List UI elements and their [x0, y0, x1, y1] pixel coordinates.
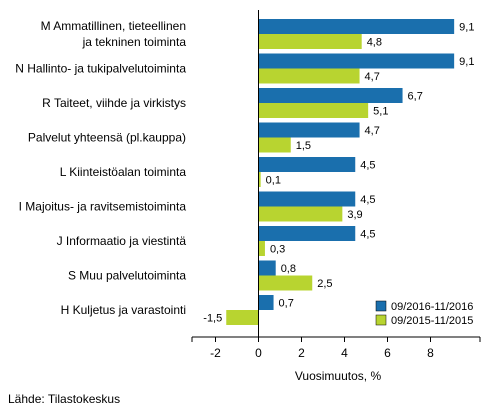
category-label: R Taiteet, viihde ja virkistys — [42, 96, 186, 110]
bar — [258, 137, 291, 153]
bar — [258, 88, 403, 103]
value-label: 0,1 — [266, 175, 281, 187]
bar — [226, 310, 259, 325]
value-label: 4,8 — [367, 37, 382, 49]
legend: 09/2016-11/2016 09/2015-11/2015 — [375, 300, 473, 327]
bar — [258, 226, 356, 241]
value-label: 1,5 — [296, 140, 311, 152]
bars — [226, 19, 455, 325]
value-label: 4,5 — [360, 160, 375, 172]
category-label: N Hallinto- ja tukipalvelutoiminta — [15, 62, 186, 76]
bar — [258, 260, 276, 276]
bar — [258, 206, 343, 222]
value-label: 0,3 — [270, 244, 285, 256]
value-label: 9,1 — [459, 56, 474, 68]
legend-swatch — [375, 314, 387, 326]
bar — [258, 53, 455, 69]
value-label: 5,1 — [373, 106, 388, 118]
value-label: 2,5 — [317, 278, 332, 290]
value-label: 4,7 — [365, 71, 380, 83]
bar — [258, 34, 362, 49]
value-label: 0,8 — [281, 263, 296, 275]
bar — [258, 241, 265, 256]
category-label: I Majoitus- ja ravitsemistoiminta — [19, 200, 187, 214]
x-axis-title: Vuosimuutos, % — [295, 369, 382, 383]
legend-label: 09/2016-11/2016 — [391, 301, 473, 313]
bar — [258, 191, 356, 207]
bar — [258, 275, 313, 291]
bar — [258, 103, 369, 118]
bar — [258, 122, 360, 138]
category-label: H Kuljetus ja varastointi — [61, 303, 186, 317]
bar — [258, 19, 455, 34]
legend-swatch — [375, 300, 387, 312]
category-label: J Informaatio ja viestintä — [57, 234, 187, 248]
category-labels: M Ammatillinen, tieteellinen ja tekninen … — [15, 19, 186, 317]
category-label-line: ja tekninen toiminta — [82, 35, 187, 49]
value-label: -1,5 — [203, 313, 222, 325]
x-tick-label: -2 — [210, 346, 221, 360]
value-label: 4,5 — [360, 229, 375, 241]
legend-label: 09/2015-11/2015 — [391, 315, 473, 327]
category-label-line: M Ammatillinen, tieteellinen — [41, 19, 186, 33]
bar — [258, 172, 261, 187]
value-label: 9,1 — [459, 22, 474, 34]
category-label: S Muu palvelutoiminta — [68, 269, 186, 283]
x-tick-label: 0 — [255, 346, 262, 360]
x-tick-label: 4 — [341, 346, 348, 360]
value-label: 4,5 — [360, 194, 375, 206]
x-tick-label: 6 — [384, 346, 391, 360]
x-axis: -2 0 2 4 6 8 — [191, 10, 481, 360]
value-label: 6,7 — [408, 91, 423, 103]
category-label: L Kiinteistöalan toiminta — [60, 165, 187, 179]
value-label: 4,7 — [365, 125, 380, 137]
bar — [258, 157, 356, 172]
x-tick-label: 8 — [427, 346, 434, 360]
bar — [258, 68, 360, 84]
x-tick-label: 2 — [298, 346, 305, 360]
source-note: Lähde: Tilastokeskus — [8, 392, 121, 406]
category-label: Palvelut yhteensä (pl.kauppa) — [28, 131, 186, 145]
bar — [258, 295, 274, 310]
category-label: M Ammatillinen, tieteellinen ja tekninen … — [41, 19, 187, 49]
value-label: 3,9 — [347, 209, 362, 221]
value-labels: 9,1 4,8 9,1 4,7 6,7 5,1 4,7 1,5 4,5 0,1 4,5 3,9 4,5 0… — [203, 22, 474, 325]
value-label: 0,7 — [279, 298, 294, 310]
